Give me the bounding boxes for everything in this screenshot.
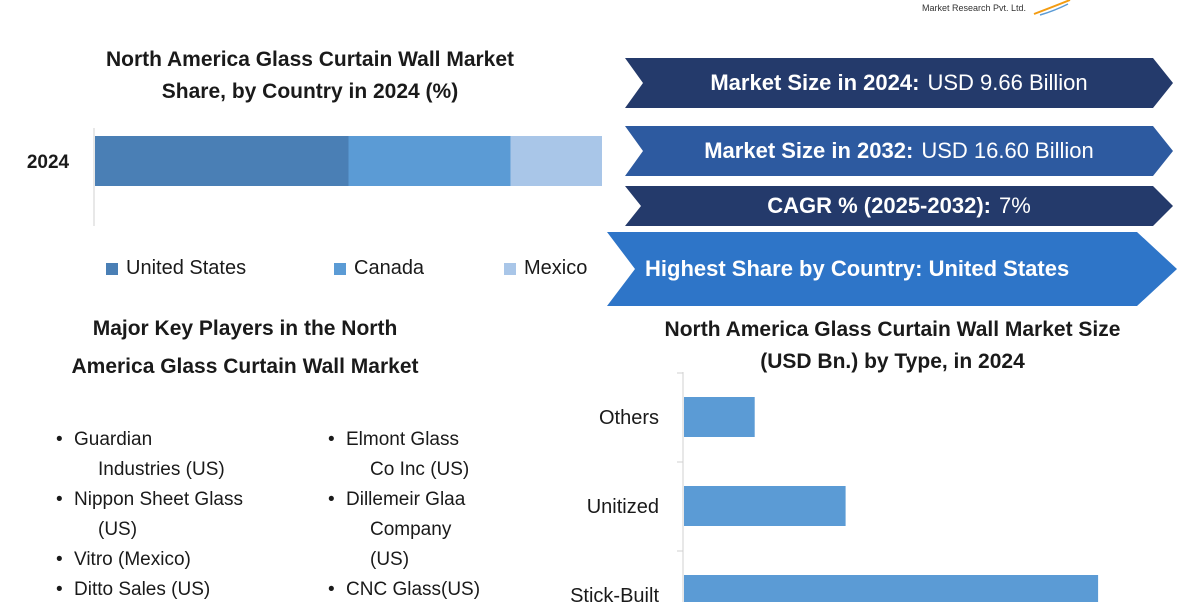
legend-item-united-states: United States [106, 257, 246, 280]
left-chart-title-line2: Share, by Country in 2024 (%) [161, 80, 459, 103]
country-share-chart: 2024 [27, 128, 602, 226]
country-legend: United States Canada Mexico [106, 257, 606, 283]
player-item: Vitro (Mexico) [50, 545, 290, 575]
legend-item-canada: Canada [334, 257, 424, 280]
logo-company-line: Market Research Pvt. Ltd. [922, 3, 1027, 13]
banner-label: Market Size in 2024: [710, 70, 920, 95]
type-bar-unitized [684, 486, 846, 526]
bar-segment-united-states [95, 136, 349, 186]
key-players-title: Major Key Players in the North America G… [30, 310, 460, 386]
banner-arrow-shape [625, 186, 1173, 226]
banner-market-size-2032: Market Size in 2032: USD 16.60 Billion [625, 126, 1173, 176]
left-chart-title: North America Glass Curtain Wall Market … [40, 44, 580, 108]
bar-segment-canada [348, 136, 511, 186]
type-chart-title-line1: North America Glass Curtain Wall Market … [664, 318, 1121, 341]
banner-cagr: CAGR % (2025-2032): 7% [625, 186, 1173, 226]
banner-arrow-shape [625, 58, 1173, 108]
banner-label: Highest Share by Country: United States [645, 256, 1070, 281]
left-chart-title-line1: North America Glass Curtain Wall Market [105, 48, 515, 71]
bar-segment-mexico [510, 136, 602, 186]
type-bar-stick-built [684, 575, 1099, 602]
logo-swoosh-icon [1033, 0, 1071, 16]
legend-swatch-mexico [504, 262, 516, 275]
banner-market-size-2024: Market Size in 2024: USD 9.66 Billion [625, 58, 1173, 108]
type-size-chart: Others Unitized Stick-Built [570, 372, 1099, 602]
key-players-title-line2: America Glass Curtain Wall Market [71, 355, 419, 378]
legend-swatch-canada [334, 262, 346, 275]
category-label-2024: 2024 [27, 152, 70, 173]
player-item: Nippon Sheet Glass(US) [50, 485, 290, 545]
banner-label: Market Size in 2032: [704, 138, 914, 163]
banner-arrow-shape [607, 232, 1177, 306]
banner-value: 7% [998, 193, 1031, 218]
banner-label: CAGR % (2025-2032): [767, 193, 991, 218]
type-chart-title-line2: (USD Bn.) by Type, in 2024 [760, 350, 1025, 373]
logo: Market Research Pvt. Ltd. [920, 0, 1080, 16]
type-label-stick-built: Stick-Built [570, 585, 659, 602]
type-label-unitized: Unitized [587, 496, 659, 518]
type-bar-others [684, 397, 755, 437]
legend-label-united-states: United States [126, 257, 247, 279]
legend-label-canada: Canada [354, 257, 425, 279]
type-label-others: Others [599, 407, 659, 429]
type-chart-title: North America Glass Curtain Wall Market … [620, 314, 1165, 378]
banner-arrow-shape [625, 126, 1173, 176]
player-item: Ditto Sales (US) [50, 575, 290, 605]
legend-item-mexico: Mexico [504, 257, 587, 280]
banner-value: USD 16.60 Billion [921, 138, 1094, 163]
legend-label-mexico: Mexico [524, 257, 588, 279]
banner-highest-share: Highest Share by Country: United States [607, 232, 1177, 306]
banner-value: USD 9.66 Billion [927, 70, 1088, 95]
key-players-title-line1: Major Key Players in the North [92, 317, 398, 340]
legend-swatch-united-states [106, 262, 118, 275]
player-item: CNC Glass(US) [322, 575, 522, 605]
